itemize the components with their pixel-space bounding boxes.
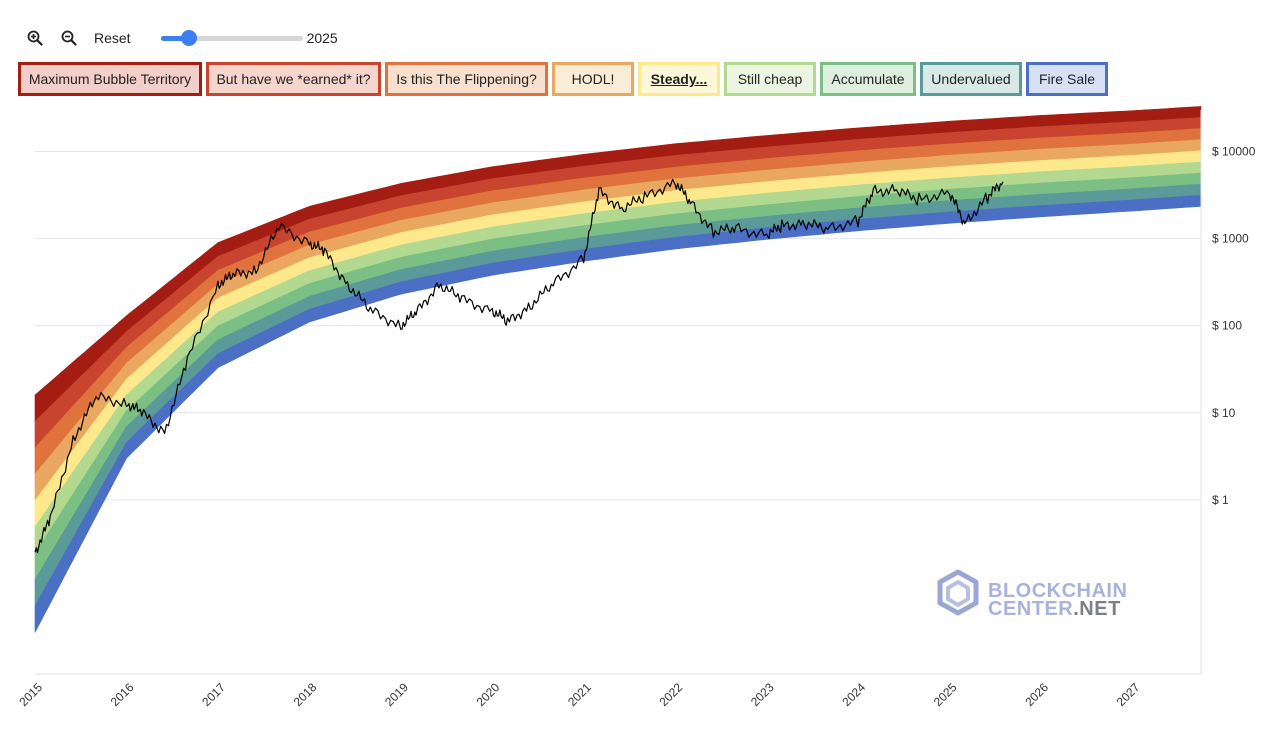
x-tick-label: 2018 [291, 680, 320, 709]
zoom-out-icon [61, 30, 77, 46]
y-tick-labels: $ 10000 $ 1000 $ 100 $ 10 $ 1 [1212, 145, 1256, 507]
blockchaincenter-watermark: BLOCKCHAIN CENTER.NET [937, 569, 1127, 620]
watermark-line1: BLOCKCHAIN [988, 580, 1127, 602]
rainbow-bands [34, 106, 1202, 633]
x-tick-label: 2019 [382, 680, 411, 709]
band-button-accumulate[interactable]: Accumulate [820, 62, 916, 96]
zoom-out-button[interactable] [52, 22, 86, 54]
band-button-hodl[interactable]: HODL! [552, 62, 634, 96]
rainbow-chart[interactable]: $ 10000$ 1000$ 100$ 10$ 1 2015 2016 2017 20… [0, 100, 1280, 729]
band-button-still-cheap[interactable]: Still cheap [724, 62, 816, 96]
slider-track [160, 36, 303, 41]
y-tick-label: $ 10000 [1212, 145, 1256, 159]
price-line [34, 178, 1004, 554]
slider-thumb[interactable] [180, 30, 197, 46]
toolbar: Reset 2025 [18, 22, 338, 54]
x-tick-labels: 2015 2016 2017 2018 2019 2020 2021 2022 2023 2024… [16, 680, 1142, 709]
y-tick-label: $ 100 [1212, 319, 1242, 333]
svg-text:CENTER.NET: CENTER.NET [988, 598, 1121, 620]
x-tick-label: 2017 [199, 680, 228, 709]
price-series [34, 178, 1004, 554]
y-tick-label: $ 1000 [1212, 232, 1249, 246]
zoom-in-icon [27, 30, 43, 46]
slider-year-value: 2025 [306, 30, 338, 46]
band-button-earned-it[interactable]: But have we *earned* it? [206, 62, 381, 96]
x-tick-label: 2026 [1022, 680, 1051, 709]
y-tick-label: $ 10 [1212, 406, 1236, 420]
blockchaincenter-logo-icon [937, 569, 979, 616]
band-button-flippening[interactable]: Is this The Flippening? [385, 62, 548, 96]
band-button-fire-sale[interactable]: Fire Sale [1026, 62, 1108, 96]
x-tick-label: 2023 [748, 680, 777, 709]
x-tick-label: 2021 [565, 680, 594, 709]
x-tick-label: 2020 [474, 680, 503, 709]
slider-fill [160, 36, 189, 41]
band-button-steady[interactable]: Steady... [638, 62, 720, 96]
x-tick-label: 2027 [1114, 680, 1143, 709]
band-button-undervalued[interactable]: Undervalued [920, 62, 1022, 96]
year-slider[interactable] [159, 28, 303, 48]
y-tick-label: $ 1 [1212, 493, 1229, 507]
x-tick-label: 2015 [16, 680, 45, 709]
reset-button[interactable]: Reset [94, 30, 131, 46]
axes [35, 110, 1202, 675]
band-button-maximum-bubble-territory[interactable]: Maximum Bubble Territory [18, 62, 202, 96]
x-tick-label: 2022 [656, 680, 685, 709]
x-tick-label: 2025 [931, 680, 960, 709]
zoom-in-button[interactable] [18, 22, 52, 54]
x-tick-label: 2016 [108, 680, 137, 709]
x-tick-label: 2024 [839, 680, 868, 709]
watermark-line2-center: CENTER [988, 598, 1073, 620]
watermark-line2-net: .NET [1073, 598, 1121, 620]
